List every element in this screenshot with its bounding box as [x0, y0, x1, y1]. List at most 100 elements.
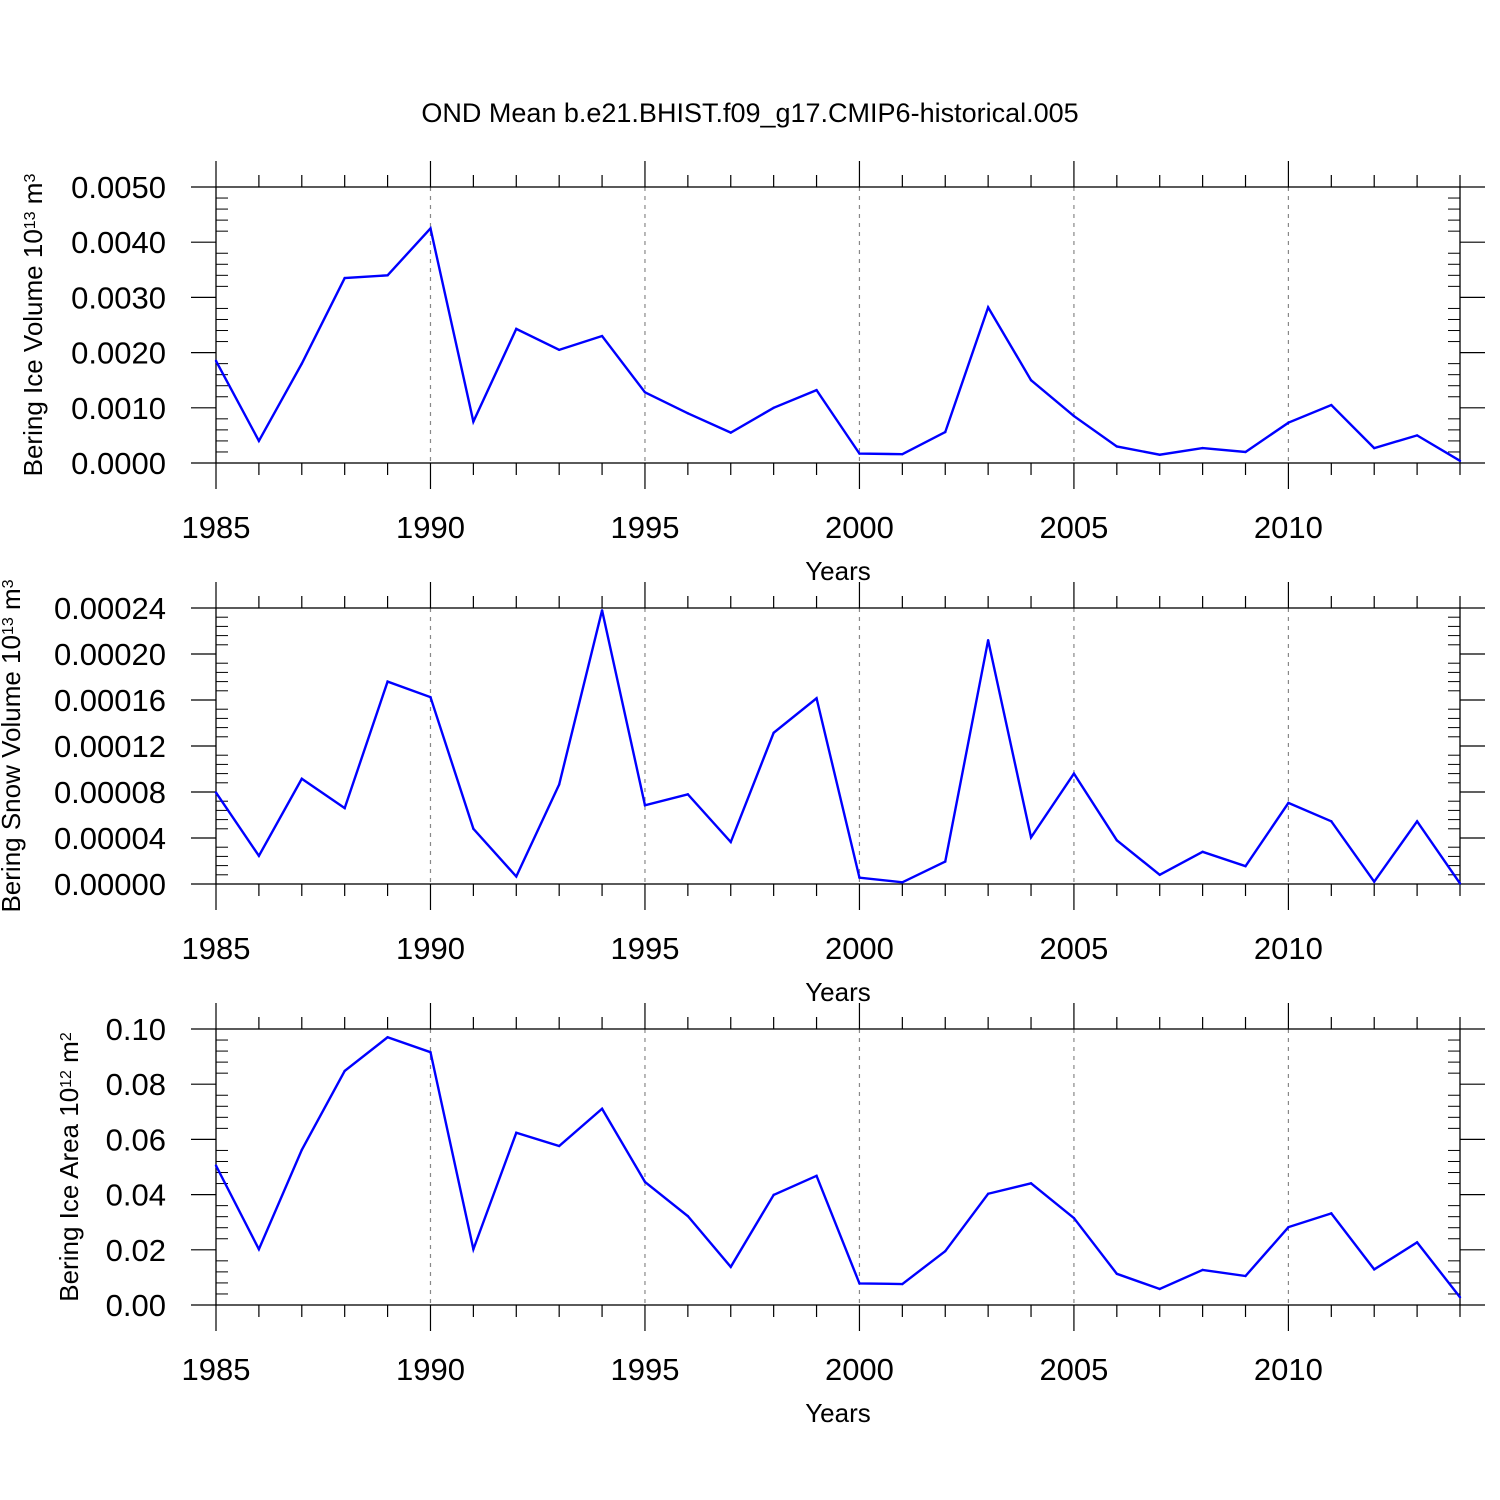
y-tick-label: 0.00016 [54, 683, 166, 718]
chart-panel-2: 0.00000 0.00004 0.00008 0.00012 0.00016 0.000… [0, 579, 1485, 1007]
y-axis-label: Bering Ice Volume 1013 m3 [18, 174, 48, 477]
y-axis-label-main: Bering Ice Volume 10 [18, 229, 48, 476]
data-point [472, 827, 475, 830]
y-tick-label: 0.00008 [54, 775, 166, 810]
y-tick-label: 0.08 [106, 1067, 166, 1102]
data-point [772, 406, 775, 409]
data-point [600, 609, 604, 612]
y-axis-label-unit-exponent: 3 [22, 174, 39, 183]
data-point [300, 1148, 303, 1152]
data-point [686, 1214, 690, 1218]
data-point [257, 439, 261, 443]
data-point [1287, 1225, 1290, 1229]
data-point [815, 1174, 818, 1178]
data-point [600, 1107, 604, 1110]
data-point [815, 697, 818, 700]
data-point [1330, 1212, 1333, 1215]
y-tick-label: 0.00024 [54, 591, 166, 626]
data-point [1158, 873, 1161, 876]
y-tick-label: 0.00012 [54, 729, 166, 764]
data-point [944, 430, 947, 434]
data-point [1287, 801, 1290, 805]
data-point [643, 391, 647, 394]
data-point [214, 1164, 218, 1167]
data-point [986, 1192, 990, 1195]
data-point [1244, 450, 1247, 454]
data-point [643, 1180, 647, 1184]
y-axis-label-unit: m [18, 183, 48, 212]
y-axis-label-unit: m [0, 588, 26, 617]
y-tick-label: 0.0050 [71, 170, 166, 205]
data-point [858, 452, 861, 455]
y-tick-label: 0.00 [106, 1288, 166, 1323]
y-tick-label: 0.06 [106, 1122, 166, 1157]
data-point [429, 695, 432, 699]
data-point [257, 1248, 261, 1251]
data-point [386, 274, 389, 277]
panels: 0.0000 0.0010 0.0020 0.0030 0.0040 0.0050 1985… [0, 161, 1485, 1428]
data-point [1072, 772, 1076, 775]
data-point [729, 1265, 732, 1269]
y-axis-label-unit: m [54, 1041, 84, 1070]
data-point [1415, 820, 1419, 823]
data-point [214, 791, 218, 794]
data-point [643, 804, 647, 807]
y-axis-label-exponent: 13 [22, 211, 39, 229]
series-line [214, 1035, 1461, 1299]
y-tick-label: 0.00000 [54, 867, 166, 902]
data-point [343, 276, 346, 280]
y-tick-label: 0.02 [106, 1233, 166, 1268]
data-point [901, 1282, 904, 1286]
y-tick-label: 0.0040 [71, 225, 166, 260]
series-line [214, 225, 1461, 462]
data-point [343, 1069, 346, 1073]
y-axis-label-main: Bering Ice Area 10 [54, 1088, 84, 1302]
data-point [1029, 1182, 1033, 1185]
data-point [515, 327, 518, 331]
data-point [600, 334, 604, 338]
data-point [1072, 1216, 1076, 1220]
data-point [515, 1131, 518, 1134]
data-point [686, 412, 690, 415]
data-point [1115, 445, 1119, 448]
data-point [1373, 1268, 1376, 1271]
data-point [1330, 403, 1333, 407]
data-point [944, 860, 947, 863]
data-point [901, 881, 904, 884]
x-tick-label: 2000 [825, 931, 894, 966]
data-point [429, 227, 432, 230]
x-tick-label: 1995 [610, 931, 679, 966]
data-point [1029, 379, 1033, 382]
y-tick-label: 0.00004 [54, 821, 166, 856]
plot-frame [215, 1028, 1461, 1306]
data-point [386, 680, 389, 683]
data-point [772, 1193, 775, 1197]
y-axis-label-unit-exponent: 2 [58, 1032, 75, 1041]
x-tick-label: 2010 [1254, 510, 1323, 545]
data-point [1244, 864, 1247, 868]
x-tick-label: 2005 [1039, 931, 1108, 966]
data-point [1158, 453, 1161, 456]
data-point [472, 1248, 475, 1251]
figure-title: OND Mean b.e21.BHIST.f09_g17.CMIP6-histo… [421, 98, 1078, 128]
data-point [472, 420, 475, 423]
data-point [1201, 850, 1204, 853]
x-tick-label: 2005 [1039, 1352, 1108, 1387]
data-point [1029, 836, 1033, 839]
x-tick-label: 2010 [1254, 931, 1323, 966]
data-point [858, 876, 861, 879]
data-point [300, 777, 303, 780]
data-point [986, 639, 990, 642]
data-point [729, 840, 732, 844]
plot-frame [215, 607, 1461, 885]
data-point [686, 793, 690, 796]
data-point [386, 1036, 389, 1039]
y-tick-label: 0.0000 [71, 446, 166, 481]
y-tick-label: 0.10 [106, 1012, 166, 1047]
data-point [815, 388, 818, 392]
y-axis-label-unit-exponent: 3 [0, 579, 17, 588]
data-point [429, 1050, 432, 1054]
x-tick-label: 1995 [610, 510, 679, 545]
y-tick-label: 0.0020 [71, 336, 166, 371]
